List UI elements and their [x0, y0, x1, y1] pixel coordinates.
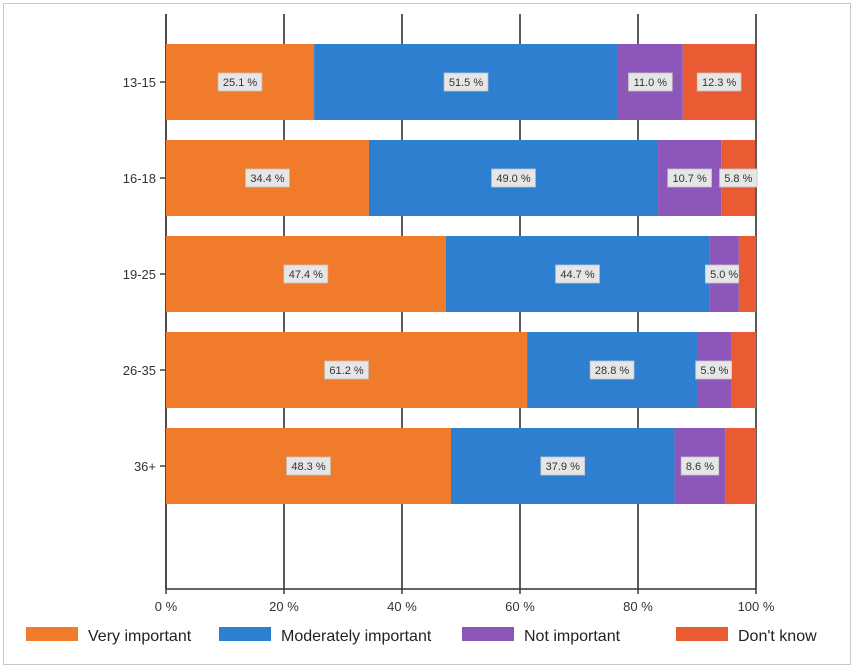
data-label-box	[628, 72, 673, 92]
legend-label: Moderately important	[281, 628, 432, 645]
legend-swatch	[26, 627, 78, 641]
data-label: 61.2 %	[329, 365, 363, 377]
data-label-box	[589, 360, 635, 380]
legend-label: Don't know	[738, 628, 817, 645]
data-label-box	[540, 456, 586, 476]
category-label: 36+	[134, 459, 156, 474]
category-label: 16-18	[123, 171, 156, 186]
data-label: 5.8 %	[724, 173, 752, 185]
data-label: 5.0 %	[710, 269, 738, 281]
data-label: 47.4 %	[289, 269, 323, 281]
x-tick-label: 100 %	[738, 599, 775, 614]
data-label: 10.7 %	[673, 173, 707, 185]
x-tick-label: 80 %	[623, 599, 653, 614]
data-label-box	[283, 264, 329, 284]
legend-swatch	[462, 627, 514, 641]
legend-swatch	[219, 627, 271, 641]
category-label: 26-35	[123, 363, 156, 378]
data-label: 11.0 %	[634, 77, 668, 89]
chart-frame: 0 % 20 % 40 % 60 % 80 % 100 % 13-15 25.1 % 51.5 …	[3, 3, 851, 665]
x-tick-label: 0 %	[155, 599, 178, 614]
x-tick-label: 60 %	[505, 599, 535, 614]
stacked-bar-chart: 0 % 20 % 40 % 60 % 80 % 100 % 13-15 25.1 % 51.5 …	[26, 14, 817, 645]
data-label-box	[217, 72, 263, 92]
data-label: 12.3 %	[702, 77, 736, 89]
legend-label: Very important	[88, 628, 192, 645]
data-label: 51.5 %	[449, 77, 483, 89]
data-label-box	[667, 168, 712, 188]
data-label-box	[443, 72, 489, 92]
data-label: 44.7 %	[560, 269, 594, 281]
bar-segment	[731, 332, 756, 408]
category-label: 19-25	[123, 267, 156, 282]
data-label: 48.3 %	[291, 461, 325, 473]
data-label-box	[680, 456, 720, 476]
data-label-box	[245, 168, 290, 188]
legend-label: Not important	[524, 628, 621, 645]
data-label-box	[324, 360, 369, 380]
bar-segment	[738, 236, 756, 312]
legend-swatch	[676, 627, 728, 641]
data-label: 5.9 %	[700, 365, 728, 377]
category-label: 13-15	[123, 75, 156, 90]
data-label-box	[696, 72, 742, 92]
data-label-box	[719, 168, 758, 188]
data-label: 28.8 %	[595, 365, 629, 377]
bar-segment	[725, 428, 756, 504]
data-label: 49.0 %	[496, 173, 530, 185]
data-label: 8.6 %	[686, 461, 714, 473]
x-tick-label: 40 %	[387, 599, 417, 614]
data-label: 25.1 %	[223, 77, 257, 89]
data-label: 37.9 %	[546, 461, 580, 473]
x-tick-label: 20 %	[269, 599, 299, 614]
data-label-box	[491, 168, 536, 188]
data-label-box	[555, 264, 600, 284]
data-label: 34.4 %	[250, 173, 284, 185]
data-label-box	[286, 456, 331, 476]
